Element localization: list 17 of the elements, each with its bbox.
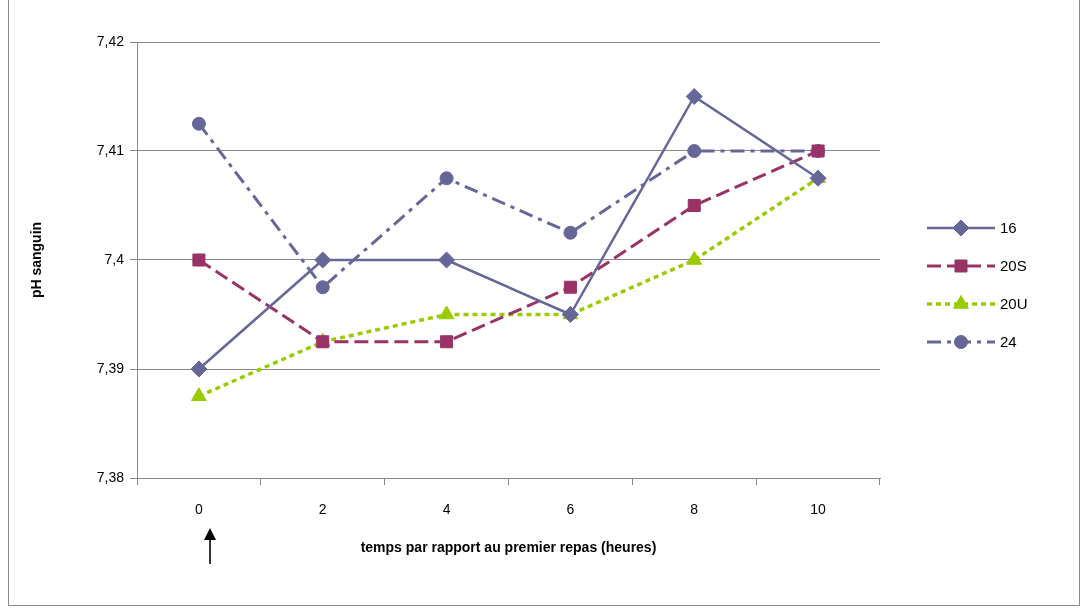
x-tick-label: 0 bbox=[195, 501, 204, 518]
legend-label: 20S bbox=[1000, 257, 1027, 275]
x-tick-label: 8 bbox=[690, 501, 699, 518]
y-tick-label: 7,42 bbox=[96, 32, 125, 49]
y-tick-label: 7,38 bbox=[96, 468, 125, 485]
x-tick-label: 4 bbox=[442, 501, 451, 518]
x-tick-label: 10 bbox=[810, 501, 827, 518]
x-tick-label: 2 bbox=[318, 501, 327, 518]
legend-label: 20U bbox=[1000, 295, 1028, 313]
y-axis-title: pH sanguin bbox=[28, 221, 45, 299]
y-tick-label: 7,39 bbox=[96, 359, 125, 376]
x-axis-title: temps par rapport au premier repas (heures) bbox=[360, 539, 657, 556]
legend-label: 16 bbox=[1000, 219, 1017, 237]
y-tick-label: 7,4 bbox=[104, 250, 125, 267]
y-tick-label: 7,41 bbox=[96, 141, 125, 158]
legend-label: 24 bbox=[1000, 333, 1017, 351]
x-tick-label: 6 bbox=[566, 501, 575, 518]
